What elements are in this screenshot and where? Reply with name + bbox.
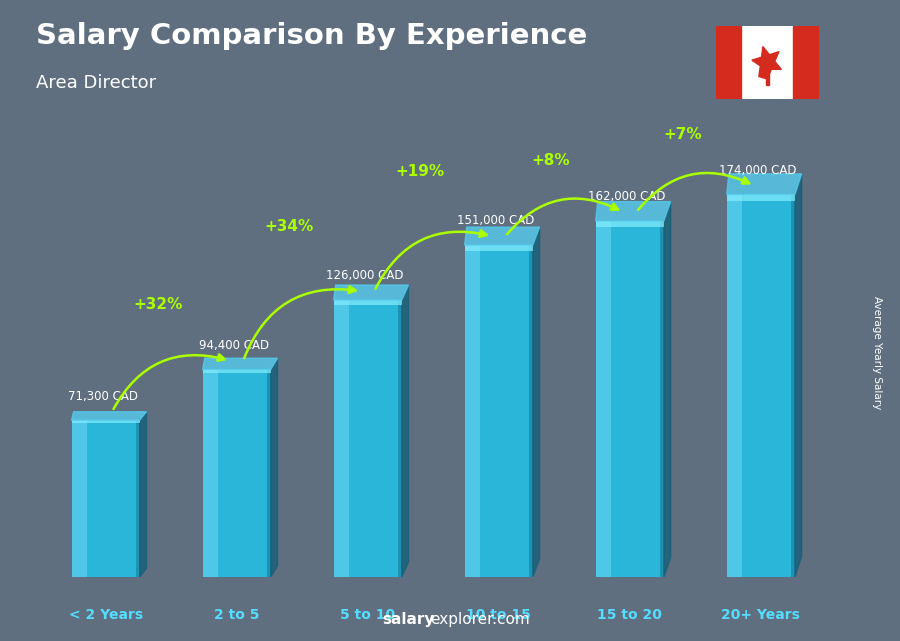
Polygon shape (140, 412, 147, 577)
Bar (791, 194, 795, 577)
Text: 151,000 CAD: 151,000 CAD (457, 215, 535, 228)
Text: < 2 Years: < 2 Years (68, 608, 143, 622)
Bar (334, 300, 401, 577)
Bar (596, 221, 611, 577)
Polygon shape (795, 174, 802, 577)
Bar (528, 245, 533, 577)
Text: 126,000 CAD: 126,000 CAD (327, 269, 404, 283)
Polygon shape (664, 202, 670, 577)
Bar (464, 245, 480, 577)
Text: Average Yearly Salary: Average Yearly Salary (872, 296, 883, 409)
Bar (727, 194, 795, 201)
Text: 2 to 5: 2 to 5 (214, 608, 259, 622)
Text: +8%: +8% (532, 153, 571, 168)
Bar (202, 369, 271, 577)
Text: +32%: +32% (133, 297, 183, 312)
Polygon shape (752, 47, 781, 79)
Polygon shape (596, 202, 670, 221)
Text: +34%: +34% (265, 219, 314, 234)
Bar (766, 68, 769, 85)
Bar (660, 221, 664, 577)
Text: Area Director: Area Director (36, 74, 156, 92)
Bar (72, 420, 140, 577)
Text: 15 to 20: 15 to 20 (598, 608, 662, 622)
Bar (334, 300, 401, 305)
Text: 174,000 CAD: 174,000 CAD (719, 164, 797, 177)
Bar (334, 300, 348, 577)
Bar (793, 26, 819, 99)
Polygon shape (334, 285, 409, 300)
Polygon shape (533, 227, 540, 577)
Bar (596, 221, 664, 228)
Bar (596, 221, 664, 577)
Bar (716, 26, 742, 99)
Text: 10 to 15: 10 to 15 (466, 608, 531, 622)
Bar (398, 300, 401, 577)
Text: 94,400 CAD: 94,400 CAD (199, 339, 269, 352)
Bar (72, 420, 86, 577)
Polygon shape (464, 227, 540, 245)
Bar (202, 369, 218, 577)
Text: 162,000 CAD: 162,000 CAD (589, 190, 666, 203)
Text: +19%: +19% (396, 164, 445, 179)
FancyBboxPatch shape (714, 24, 821, 101)
Text: 71,300 CAD: 71,300 CAD (68, 390, 138, 403)
Text: Salary Comparison By Experience: Salary Comparison By Experience (36, 22, 587, 51)
Bar (136, 420, 140, 577)
Bar (202, 369, 271, 373)
Polygon shape (271, 358, 277, 577)
Polygon shape (202, 358, 277, 369)
Bar (464, 245, 533, 251)
Bar (727, 194, 742, 577)
Text: salary: salary (382, 612, 435, 627)
Text: 20+ Years: 20+ Years (722, 608, 800, 622)
Polygon shape (727, 174, 802, 194)
Text: 5 to 10: 5 to 10 (340, 608, 395, 622)
Text: +7%: +7% (663, 127, 701, 142)
Text: explorer.com: explorer.com (430, 612, 530, 627)
Bar (464, 245, 533, 577)
Bar (727, 194, 795, 577)
Polygon shape (401, 285, 409, 577)
Polygon shape (72, 412, 147, 420)
Bar (266, 369, 271, 577)
Bar (72, 420, 140, 423)
